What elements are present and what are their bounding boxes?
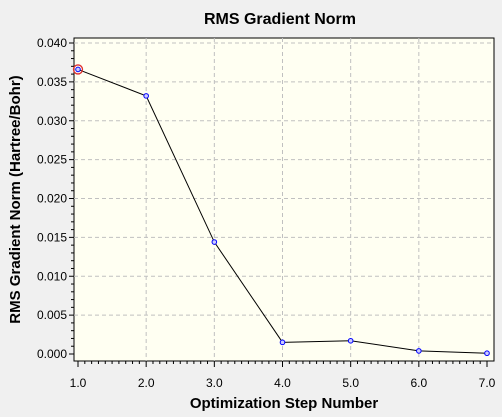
data-point <box>279 339 286 346</box>
x-tick-label: 3.0 <box>206 376 223 390</box>
highlighted-point-ring <box>72 64 84 75</box>
y-tick-label: 0.035 <box>37 75 67 89</box>
y-tick-label: 0.025 <box>37 153 67 167</box>
y-tick-label: 0.000 <box>37 347 67 361</box>
data-point <box>211 239 218 245</box>
data-point <box>75 66 81 73</box>
y-tick-label: 0.020 <box>37 192 67 206</box>
data-point <box>347 337 354 344</box>
data-point <box>143 93 149 99</box>
grid <box>74 38 494 361</box>
x-tick-label: 6.0 <box>410 376 427 390</box>
x-tick-label: 5.0 <box>342 376 359 390</box>
y-tick-label: 0.010 <box>37 269 67 283</box>
x-axis-label: Optimization Step Number <box>190 395 379 412</box>
y-axis-label: RMS Gradient Norm (Hartree/Bohr) <box>7 75 24 323</box>
plot-area <box>73 37 495 362</box>
x-tick-label: 2.0 <box>138 376 155 390</box>
chart-title: RMS Gradient Norm <box>204 11 356 28</box>
y-tick-label: 0.005 <box>37 308 67 322</box>
data-series <box>72 64 490 357</box>
x-axis: 1.0 2.0 3.0 4.0 5.0 6.0 7.0 <box>70 361 496 390</box>
data-point <box>484 350 490 357</box>
x-tick-label: 7.0 <box>479 376 496 390</box>
x-tick-label: 1.0 <box>70 376 87 390</box>
y-axis: 0.000 0.005 0.010 0.015 0.020 0.025 0.030 0.035… <box>37 36 74 361</box>
y-tick-label: 0.040 <box>37 36 67 50</box>
y-tick-label: 0.030 <box>37 114 67 128</box>
data-point <box>416 348 422 354</box>
y-tick-label: 0.015 <box>37 230 67 244</box>
x-tick-label: 4.0 <box>274 376 291 390</box>
